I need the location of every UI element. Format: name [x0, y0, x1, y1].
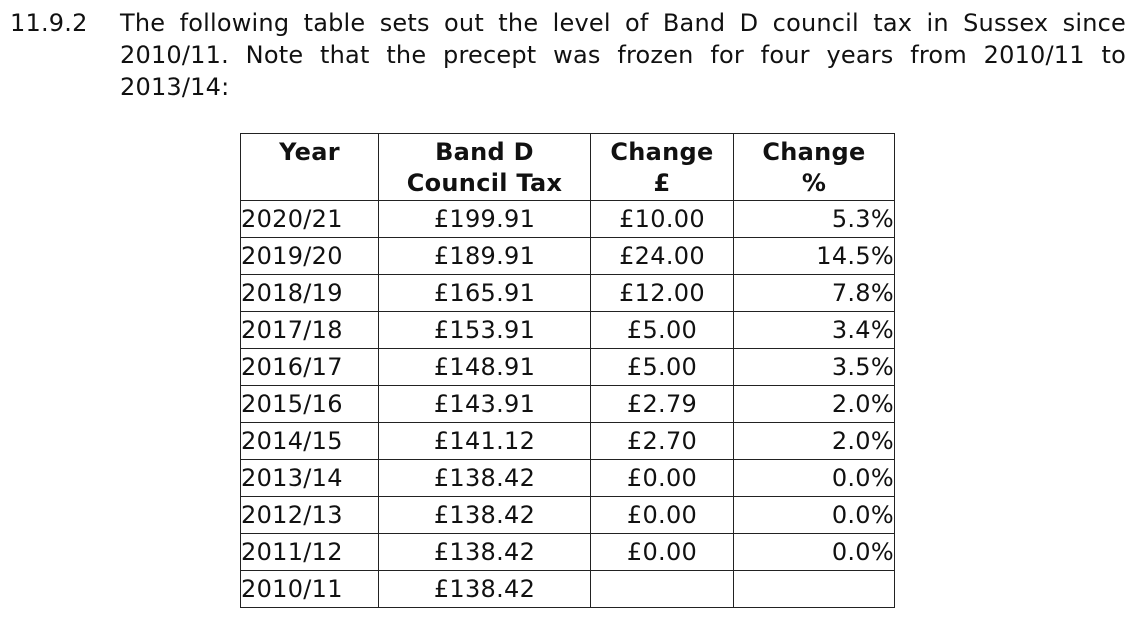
header-change-pct: Change %: [733, 133, 895, 201]
cell-change-gbp: £0.00: [590, 496, 734, 534]
cell-year: 2017/18: [240, 311, 379, 349]
table-body: 2020/21 £199.91 £10.00 5.3% 2019/20 £189…: [240, 200, 895, 608]
table-row: 2010/11 £138.42: [240, 570, 895, 608]
cell-band-d: £165.91: [378, 274, 591, 312]
header-change-gbp: Change £: [590, 133, 734, 201]
header-change-gbp-line1: Change: [610, 138, 714, 166]
cell-band-d: £138.42: [378, 570, 591, 608]
cell-change-gbp: £5.00: [590, 348, 734, 386]
cell-year: 2011/12: [240, 533, 379, 571]
cell-change-gbp: £10.00: [590, 200, 734, 238]
cell-year: 2012/13: [240, 496, 379, 534]
header-band-d-line1: Band D: [435, 138, 534, 166]
table-row: 2017/18 £153.91 £5.00 3.4%: [240, 311, 895, 349]
header-row: Year Band D Council Tax Change £ Change …: [240, 133, 895, 201]
paragraph-number: 11.9.2: [10, 9, 88, 37]
cell-band-d: £138.42: [378, 496, 591, 534]
cell-change-gbp: £0.00: [590, 459, 734, 497]
cell-change-pct: 5.3%: [733, 200, 895, 238]
header-change-gbp-line2: £: [653, 169, 671, 197]
table-row: 2015/16 £143.91 £2.79 2.0%: [240, 385, 895, 423]
cell-year: 2013/14: [240, 459, 379, 497]
cell-change-pct: 0.0%: [733, 496, 895, 534]
table-row: 2013/14 £138.42 £0.00 0.0%: [240, 459, 895, 497]
cell-year: 2014/15: [240, 422, 379, 460]
header-change-pct-line1: Change: [762, 138, 866, 166]
cell-band-d: £189.91: [378, 237, 591, 275]
cell-year: 2019/20: [240, 237, 379, 275]
header-band-d-line2: Council Tax: [406, 169, 563, 197]
cell-year: 2010/11: [240, 570, 379, 608]
cell-change-pct: 7.8%: [733, 274, 895, 312]
table-row: 2018/19 £165.91 £12.00 7.8%: [240, 274, 895, 312]
cell-change-pct: [733, 570, 895, 608]
cell-year: 2016/17: [240, 348, 379, 386]
paragraph: 11.9.2 The following table sets out the …: [10, 7, 1126, 103]
cell-change-gbp: £5.00: [590, 311, 734, 349]
paragraph-text: The following table sets out the level o…: [120, 9, 1126, 101]
cell-change-pct: 3.4%: [733, 311, 895, 349]
cell-change-gbp: £2.79: [590, 385, 734, 423]
cell-band-d: £141.12: [378, 422, 591, 460]
cell-change-pct: 0.0%: [733, 459, 895, 497]
cell-change-gbp: [590, 570, 734, 608]
cell-band-d: £143.91: [378, 385, 591, 423]
table-row: 2020/21 £199.91 £10.00 5.3%: [240, 200, 895, 238]
table-row: 2014/15 £141.12 £2.70 2.0%: [240, 422, 895, 460]
cell-band-d: £138.42: [378, 459, 591, 497]
cell-change-pct: 2.0%: [733, 422, 895, 460]
cell-band-d: £148.91: [378, 348, 591, 386]
cell-change-gbp: £0.00: [590, 533, 734, 571]
table-row: 2019/20 £189.91 £24.00 14.5%: [240, 237, 895, 275]
cell-change-pct: 0.0%: [733, 533, 895, 571]
header-band-d: Band D Council Tax: [378, 133, 591, 201]
cell-change-pct: 3.5%: [733, 348, 895, 386]
cell-change-pct: 14.5%: [733, 237, 895, 275]
table-header: Year Band D Council Tax Change £ Change …: [240, 133, 895, 201]
header-year: Year: [240, 133, 379, 201]
cell-year: 2015/16: [240, 385, 379, 423]
cell-change-pct: 2.0%: [733, 385, 895, 423]
cell-band-d: £138.42: [378, 533, 591, 571]
table-row: 2011/12 £138.42 £0.00 0.0%: [240, 533, 895, 571]
table-row: 2012/13 £138.42 £0.00 0.0%: [240, 496, 895, 534]
cell-change-gbp: £12.00: [590, 274, 734, 312]
cell-year: 2018/19: [240, 274, 379, 312]
cell-band-d: £199.91: [378, 200, 591, 238]
header-year-label: Year: [279, 138, 340, 166]
cell-change-gbp: £2.70: [590, 422, 734, 460]
council-tax-table: Year Band D Council Tax Change £ Change …: [240, 133, 895, 608]
cell-year: 2020/21: [240, 200, 379, 238]
header-change-pct-line2: %: [801, 169, 827, 197]
cell-change-gbp: £24.00: [590, 237, 734, 275]
table-row: 2016/17 £148.91 £5.00 3.5%: [240, 348, 895, 386]
cell-band-d: £153.91: [378, 311, 591, 349]
